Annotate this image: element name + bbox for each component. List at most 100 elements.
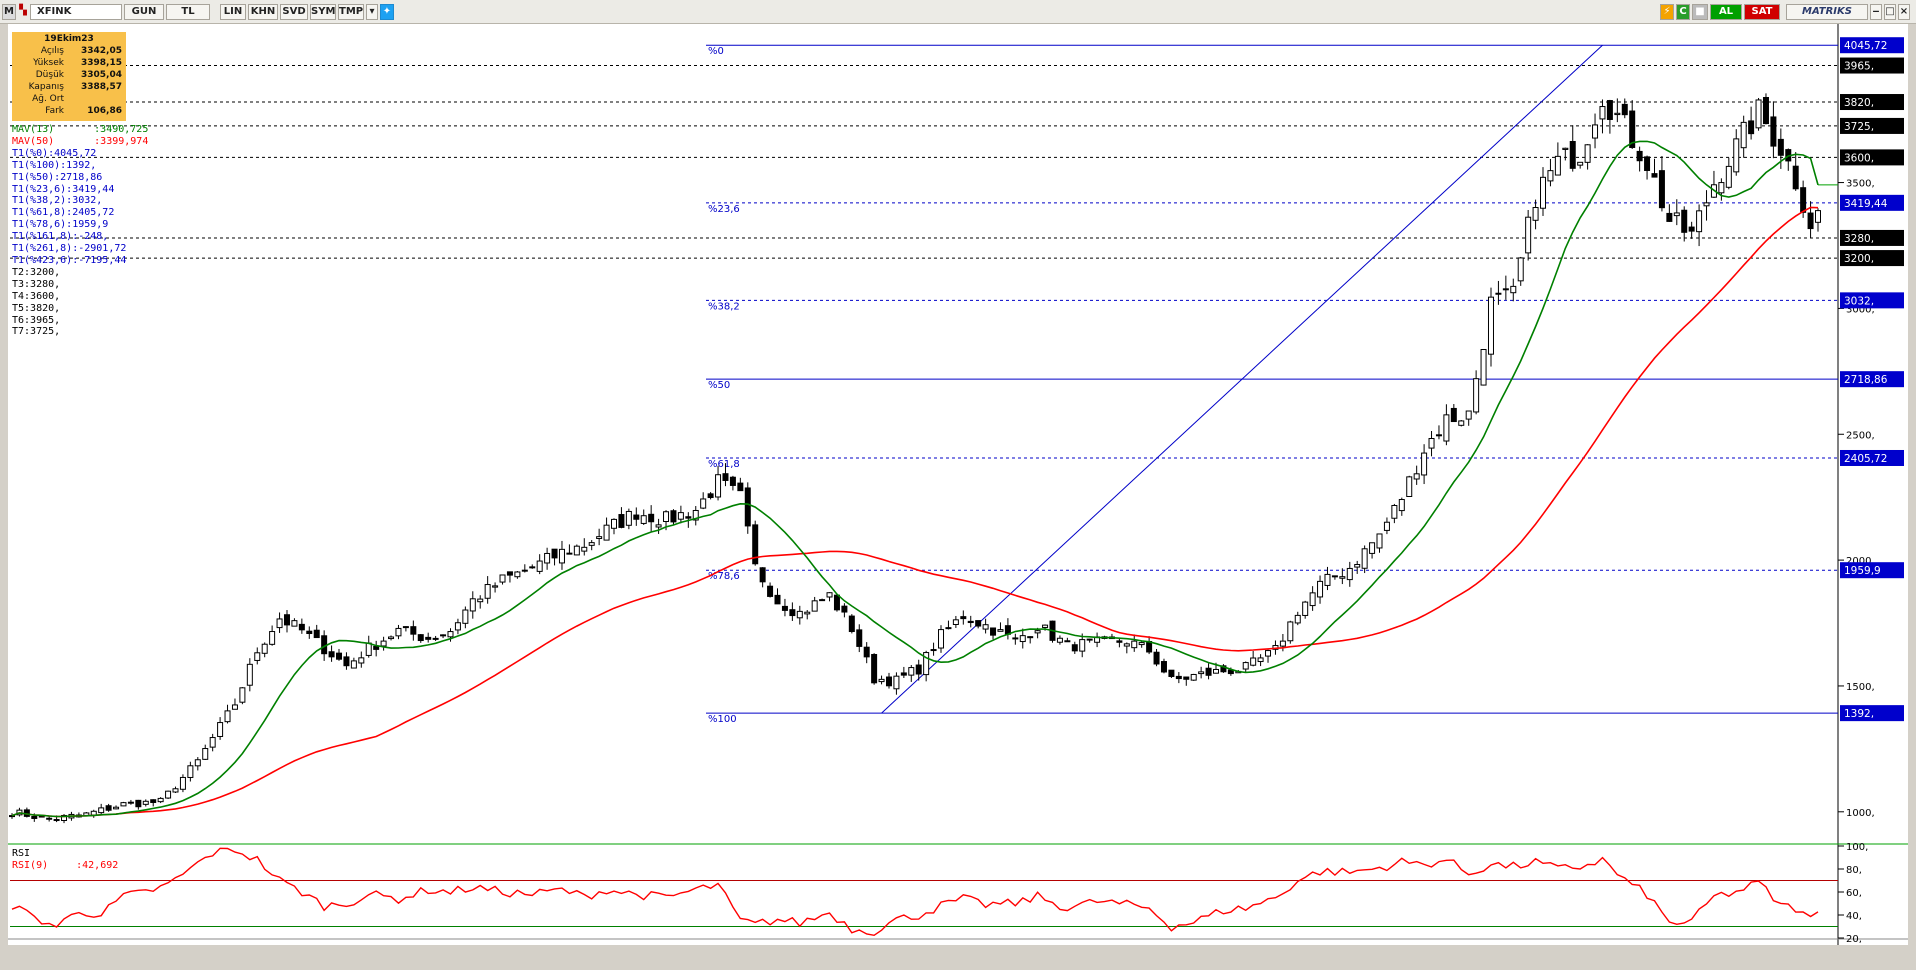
minimize-icon[interactable]: ‒	[1870, 4, 1882, 20]
currency-button[interactable]: TL	[166, 4, 210, 20]
rsi-series-name: RSI(9)	[12, 860, 49, 871]
candle-body	[648, 513, 655, 523]
candle-body	[53, 819, 60, 822]
candle-body	[789, 609, 796, 617]
candle-body	[179, 776, 186, 790]
legend-row: Açılış 3342,05	[12, 46, 126, 57]
candle-body	[417, 634, 424, 642]
candle-body	[952, 619, 959, 625]
target-list-item: T4:3600,	[12, 290, 61, 302]
candle-body	[1369, 542, 1376, 554]
rsi-line	[11, 847, 1819, 937]
price-chart[interactable]: 1000, 1500, 2000, 2500, 3000, 3500, %0 %23,6 %38…	[8, 24, 1908, 945]
scale-button[interactable]: LIN	[220, 4, 246, 20]
candle-body	[246, 663, 253, 686]
sym-button[interactable]: SYM	[310, 4, 336, 20]
candle-body	[923, 652, 930, 676]
price-tag-label: 4045,72	[1844, 40, 1887, 52]
candle-body	[1733, 138, 1740, 173]
candle-body	[157, 797, 164, 803]
candle-body	[1666, 212, 1673, 222]
legend-row: Yüksek 3398,15	[12, 58, 126, 69]
sell-button[interactable]: SAT	[1744, 4, 1780, 20]
candle-body	[1183, 676, 1190, 680]
candle-body	[1168, 669, 1175, 677]
candle-body	[707, 493, 714, 499]
candle-body	[997, 629, 1004, 632]
candle-body	[1175, 675, 1182, 680]
price-tag-label: 1959,9	[1844, 565, 1881, 577]
legend-row: Ağ. Ort	[12, 94, 126, 105]
candle-body	[350, 660, 357, 669]
chart-background	[8, 24, 1908, 945]
status-icon: ■	[1692, 4, 1708, 20]
candle-body	[700, 498, 707, 509]
candle-body	[306, 630, 313, 635]
brand-logo: MATRIKS	[1786, 4, 1868, 20]
price-tag-box	[1840, 57, 1904, 74]
price-tag-label: 3965,	[1844, 61, 1874, 73]
candle-body	[625, 510, 632, 526]
candle-body	[729, 476, 736, 486]
khn-button[interactable]: KHN	[248, 4, 278, 20]
candle-body	[804, 611, 811, 615]
candle-body	[930, 649, 937, 652]
candle-body	[1383, 521, 1390, 531]
candle-body	[1309, 592, 1316, 607]
fib-list-item: T1(%0):4045,72	[12, 147, 97, 159]
candle-body	[1123, 643, 1130, 647]
candle-body	[1487, 296, 1494, 355]
candle-body	[492, 585, 499, 588]
candle-body	[276, 618, 283, 629]
rsi-tick-label: 20,	[1846, 934, 1862, 945]
price-tag-box	[1840, 149, 1904, 166]
maximize-icon[interactable]: □	[1884, 4, 1896, 20]
fib-list-item: T1(%423,6):-7195,44	[12, 254, 127, 266]
price-tag-box	[1840, 37, 1904, 54]
price-tag-label: 3725,	[1844, 121, 1874, 133]
candle-body	[1495, 292, 1502, 295]
candle-body	[1257, 657, 1264, 663]
candle-body	[1465, 410, 1472, 420]
dropdown-arrow-icon[interactable]: ▾	[366, 4, 378, 20]
candle-body	[283, 614, 290, 626]
candle-body	[269, 631, 276, 645]
candle-body	[1815, 210, 1821, 223]
candle-body	[484, 584, 491, 599]
candle-body	[1621, 103, 1628, 116]
candle-body	[328, 651, 335, 658]
buy-button[interactable]: AL	[1710, 4, 1742, 20]
period-button[interactable]: GUN	[124, 4, 164, 20]
candle-body	[781, 605, 788, 611]
candle-body	[127, 801, 134, 804]
candle-body	[1584, 144, 1591, 163]
lightning-icon[interactable]: ⚡	[1660, 4, 1674, 20]
candle-body	[1331, 575, 1338, 578]
candle-body	[573, 545, 580, 556]
candle-body	[893, 675, 900, 690]
candle-body	[1391, 504, 1398, 519]
symbol-input[interactable]: XFINK	[30, 4, 122, 20]
candle-body	[1421, 452, 1428, 476]
candle-body	[1725, 165, 1732, 188]
candle-body	[1019, 635, 1026, 643]
candle-body	[611, 518, 617, 529]
chart-area[interactable]: 1000, 1500, 2000, 2500, 3000, 3500, %0 %23,6 %38…	[8, 24, 1908, 945]
tmp-button[interactable]: TMP	[338, 4, 364, 20]
candle-body	[1755, 99, 1762, 129]
candle-body	[1428, 438, 1435, 449]
refresh-icon[interactable]: C	[1676, 4, 1690, 20]
rsi-tick-label: 80,	[1846, 865, 1862, 876]
candle-body	[254, 652, 261, 661]
price-tick-label: 2500,	[1846, 430, 1875, 441]
svd-button[interactable]: SVD	[280, 4, 308, 20]
candle-body	[1502, 288, 1509, 291]
candle-body	[1473, 378, 1480, 413]
candle-body	[1599, 106, 1606, 120]
twitter-icon[interactable]: ✦	[380, 4, 394, 20]
candle-body	[1606, 100, 1613, 120]
candle-body	[261, 643, 268, 654]
candle-body	[1294, 614, 1301, 624]
menu-icon[interactable]: M	[2, 4, 16, 20]
close-icon[interactable]: ×	[1898, 4, 1910, 20]
